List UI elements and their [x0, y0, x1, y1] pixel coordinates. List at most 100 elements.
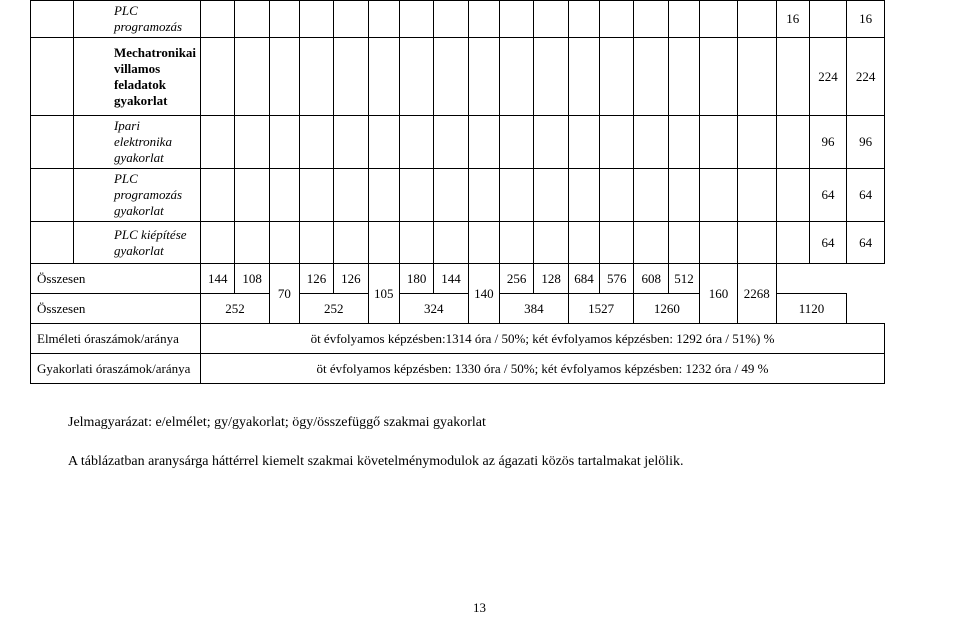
- cell: [468, 116, 499, 169]
- cell: 160: [700, 264, 738, 324]
- cell: [368, 1, 399, 38]
- ratio-text: öt évfolyamos képzésben: 1330 óra / 50%;…: [201, 354, 885, 384]
- cell: [600, 169, 634, 222]
- cell: [737, 169, 776, 222]
- cell: [499, 169, 533, 222]
- cell: 70: [269, 264, 299, 324]
- cell: 224: [847, 38, 885, 116]
- cell: [600, 222, 634, 264]
- cell: [434, 38, 468, 116]
- cell: [809, 1, 847, 38]
- cell: 96: [809, 116, 847, 169]
- cell: 224: [809, 38, 847, 116]
- cell: [737, 38, 776, 116]
- cell: [269, 116, 299, 169]
- cell: [201, 116, 235, 169]
- cell: 128: [534, 264, 568, 294]
- cell: [235, 1, 269, 38]
- cell: [468, 169, 499, 222]
- cell: [534, 169, 568, 222]
- cell: [737, 116, 776, 169]
- cell: [299, 1, 333, 38]
- cell: [201, 169, 235, 222]
- cell: [368, 38, 399, 116]
- cell: [235, 169, 269, 222]
- cell: [776, 222, 809, 264]
- grand-total: 2268: [737, 264, 776, 324]
- cell: [700, 116, 738, 169]
- cell: [334, 169, 368, 222]
- cell: [334, 38, 368, 116]
- cell: [600, 116, 634, 169]
- cell: [668, 38, 699, 116]
- cell: [368, 169, 399, 222]
- cell: [568, 116, 599, 169]
- cell: 608: [634, 264, 668, 294]
- cell: 16: [776, 1, 809, 38]
- cell: 64: [809, 222, 847, 264]
- ratio-label: Gyakorlati óraszámok/aránya: [31, 354, 201, 384]
- cell: [399, 38, 433, 116]
- cell: 144: [434, 264, 468, 294]
- cell: 1527: [568, 294, 634, 324]
- cell: [269, 38, 299, 116]
- totals-label-2: Összesen: [31, 294, 201, 324]
- cell: [700, 1, 738, 38]
- cell: [568, 1, 599, 38]
- cell: [668, 1, 699, 38]
- cell: [499, 38, 533, 116]
- cell: [668, 169, 699, 222]
- cell: [334, 116, 368, 169]
- cell: [499, 1, 533, 38]
- cell: [700, 169, 738, 222]
- subject-label: PLC programozás gyakorlat: [73, 169, 200, 222]
- cell: [668, 116, 699, 169]
- cell: [776, 38, 809, 116]
- cell: [534, 1, 568, 38]
- cell: [368, 116, 399, 169]
- cell: [399, 116, 433, 169]
- cell: [499, 116, 533, 169]
- cell: 180: [399, 264, 433, 294]
- cell: 96: [847, 116, 885, 169]
- cell: [399, 222, 433, 264]
- cell: [434, 169, 468, 222]
- cell: 105: [368, 264, 399, 324]
- cell: 384: [499, 294, 568, 324]
- cell: [534, 38, 568, 116]
- cell: [434, 1, 468, 38]
- notes-block: Jelmagyarázat: e/elmélet; gy/gyakorlat; …: [68, 412, 885, 472]
- cell: [776, 169, 809, 222]
- cell: [468, 1, 499, 38]
- cell: [368, 222, 399, 264]
- cell: 256: [499, 264, 533, 294]
- cell: 324: [399, 294, 468, 324]
- cell: 1120: [776, 294, 847, 324]
- cell: [299, 222, 333, 264]
- cell: [634, 169, 668, 222]
- cell: [299, 169, 333, 222]
- cell: [534, 222, 568, 264]
- cell: [600, 1, 634, 38]
- legend-text: Jelmagyarázat: e/elmélet; gy/gyakorlat; …: [68, 412, 885, 433]
- cell: 126: [334, 264, 368, 294]
- cell: 144: [201, 264, 235, 294]
- subject-label: Ipari elektronika gyakorlat: [73, 116, 200, 169]
- cell: [399, 1, 433, 38]
- cell: [235, 116, 269, 169]
- cell: [600, 38, 634, 116]
- cell: [700, 222, 738, 264]
- cell: [737, 1, 776, 38]
- subject-label: PLC programozás: [73, 1, 200, 38]
- cell: [334, 1, 368, 38]
- highlight-note: A táblázatban aranysárga háttérrel kieme…: [68, 451, 885, 472]
- curriculum-table: PLC programozás1616Mechatronikai villamo…: [30, 0, 885, 384]
- cell: [534, 116, 568, 169]
- cell: [568, 38, 599, 116]
- cell: [235, 222, 269, 264]
- cell: [334, 222, 368, 264]
- cell: [269, 1, 299, 38]
- cell: [201, 1, 235, 38]
- cell: 16: [847, 1, 885, 38]
- cell: [568, 169, 599, 222]
